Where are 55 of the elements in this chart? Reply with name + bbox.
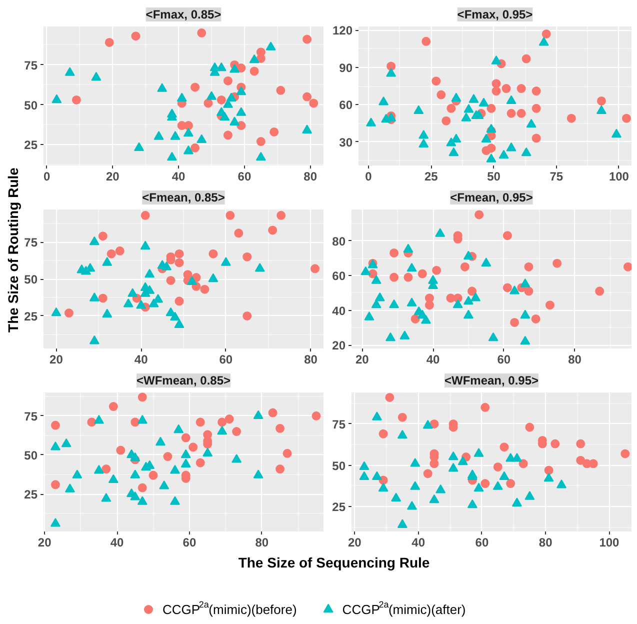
x-axis-title: The Size of Sequencing Rule: [238, 554, 430, 570]
y-tick-label: 75: [24, 409, 38, 424]
x-tick-label: 20: [348, 536, 362, 550]
x-tick-label: 80: [255, 536, 269, 550]
x-tick-label: 60: [497, 352, 511, 366]
y-tick-label: 90: [339, 60, 353, 75]
x-tick-label: 100: [599, 536, 620, 550]
x-tick-label: 25: [424, 170, 438, 184]
y-tick-label: 50: [24, 98, 38, 112]
x-tick-label: 80: [568, 352, 582, 366]
x-tick-label: 40: [110, 536, 124, 550]
x-tick-label: 50: [487, 170, 501, 184]
y-tick-label: 50: [24, 448, 38, 462]
chart-title: <Fmax, 0.85>: [146, 8, 222, 22]
x-tick-label: 40: [426, 352, 440, 366]
y-tick-label: 75: [24, 236, 38, 250]
y-tick-label: 50: [24, 272, 38, 286]
x-tick-label: 80: [538, 536, 553, 550]
chart-title: <Fmean, 0.95>: [450, 190, 533, 204]
y-tick-label: 30: [339, 135, 353, 150]
x-tick-label: 80: [304, 352, 318, 366]
y-tick-label: 20: [332, 338, 346, 353]
x-tick-label: 40: [412, 536, 426, 550]
y-tick-label: 120: [332, 24, 353, 38]
x-tick-label: 20: [50, 352, 64, 366]
y-tick-label: 40: [332, 304, 346, 318]
y-tick-label: 25: [24, 488, 38, 502]
x-tick-label: 75: [550, 170, 564, 184]
x-tick-label: 0: [365, 170, 372, 184]
x-tick-label: 60: [475, 536, 489, 550]
y-tick-label: 60: [339, 98, 353, 112]
y-axis-title: The Size of Routing Rule: [5, 167, 21, 332]
chart-title: <Fmean, 0.85>: [142, 190, 225, 204]
y-tick-label: 60: [332, 269, 346, 284]
y-tick-label: 80: [332, 234, 346, 248]
chart-title: <WFmean, 0.85>: [136, 374, 231, 388]
x-tick-label: 60: [238, 170, 252, 184]
y-tick-label: 25: [24, 138, 38, 152]
x-tick-label: 100: [608, 170, 630, 184]
y-tick-label: 25: [332, 500, 346, 514]
y-tick-label: 50: [332, 458, 346, 473]
x-tick-label: 80: [304, 170, 318, 184]
x-tick-label: 20: [355, 352, 370, 366]
chart-title: <Fmax, 0.95>: [457, 8, 533, 22]
x-tick-label: 0: [43, 170, 50, 184]
x-tick-label: 60: [182, 536, 196, 550]
x-tick-label: 20: [106, 170, 120, 184]
y-tick-label: 75: [332, 417, 346, 432]
x-tick-label: 40: [134, 352, 148, 366]
x-tick-label: 40: [172, 170, 186, 184]
x-tick-label: 60: [219, 352, 233, 366]
chart-title: <WFmean, 0.95>: [444, 374, 539, 388]
y-tick-label: 25: [24, 309, 38, 324]
y-tick-label: 75: [24, 58, 38, 72]
x-tick-label: 20: [38, 536, 52, 550]
